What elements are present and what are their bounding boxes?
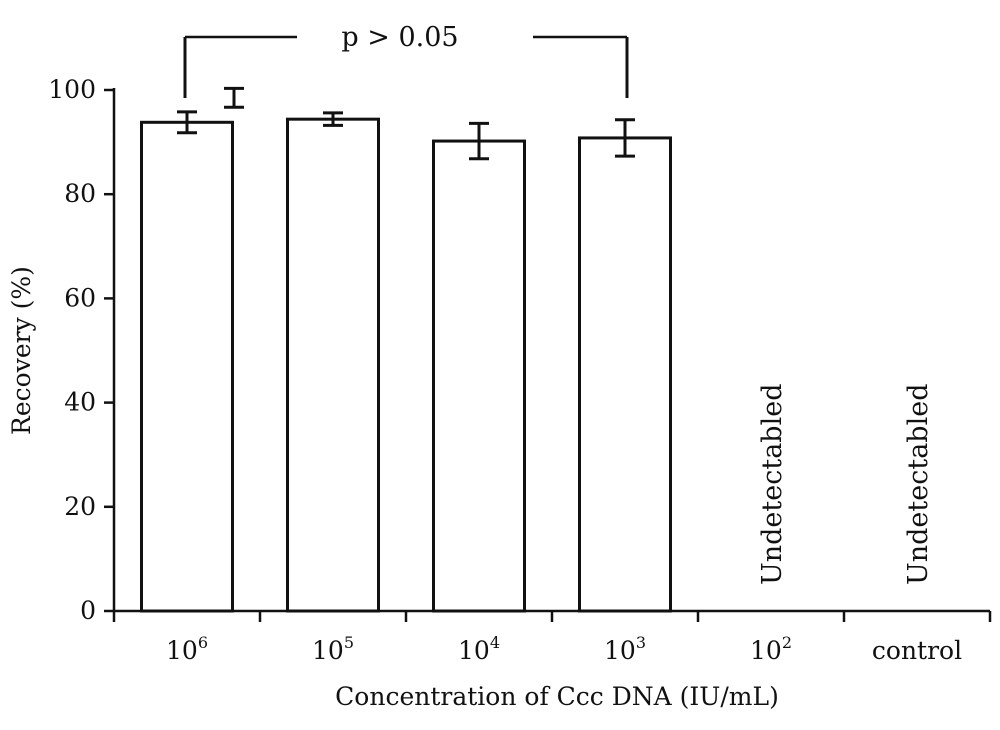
x-tick-label: 102 [750, 633, 792, 665]
y-tick-label: 60 [64, 283, 96, 312]
x-tick-label: 105 [312, 633, 354, 665]
error-bars [177, 86, 635, 161]
y-tick-label: 0 [80, 596, 96, 625]
axes: 0 20 40 60 80 100 [48, 75, 992, 625]
labels: 106 105 104 103 102 control Concentration of C… [7, 266, 962, 711]
x-tick-label: 106 [166, 633, 208, 665]
bar [286, 117, 380, 613]
x-tick-label: 103 [604, 633, 646, 665]
x-tick-label: 104 [458, 633, 500, 665]
error-bar [615, 118, 635, 158]
bars [140, 117, 672, 613]
bar [432, 139, 526, 613]
y-tick-label: 20 [64, 492, 96, 521]
extra-error-marker [224, 86, 244, 109]
bar-value-label: Undetectabled [903, 384, 934, 586]
significance-label: p > 0.05 [341, 22, 458, 53]
y-tick-label: 100 [48, 75, 96, 104]
error-bar [469, 121, 489, 161]
y-tick-label: 40 [64, 388, 96, 417]
y-axis-title: Recovery (%) [7, 266, 36, 435]
bar [140, 120, 234, 613]
error-bar [323, 111, 343, 127]
x-axis-title: Concentration of Ccc DNA (IU/mL) [335, 682, 779, 711]
significance-annotation: p > 0.05 [183, 22, 629, 98]
bar-value-label: Undetectabled [757, 384, 788, 586]
x-tick-label: control [872, 636, 962, 665]
error-bar [177, 110, 197, 135]
bar [578, 136, 672, 613]
y-tick-label: 80 [64, 179, 96, 208]
